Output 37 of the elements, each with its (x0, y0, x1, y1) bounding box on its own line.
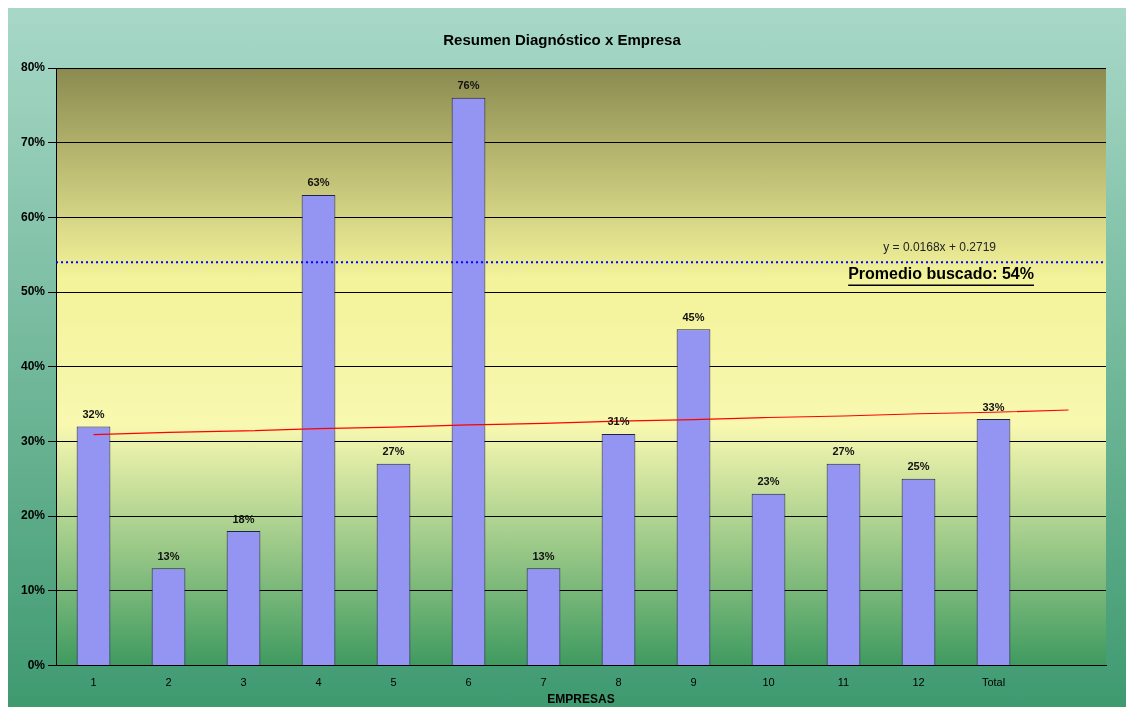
data-label: 13% (532, 549, 555, 562)
data-label: 63% (307, 176, 330, 189)
y-tick-label: 50% (20, 284, 46, 299)
x-tick-label: 4 (315, 676, 322, 689)
data-label: 13% (157, 549, 180, 562)
data-label: 33% (982, 400, 1005, 413)
x-tick-label: 11 (837, 676, 850, 689)
x-tick-label: 7 (540, 676, 547, 689)
y-tick-label: 40% (20, 359, 46, 374)
y-tick-label: 10% (20, 583, 46, 598)
x-tick-label: 8 (615, 676, 622, 689)
y-tick-label: 80% (20, 60, 46, 75)
data-label: 27% (832, 445, 855, 458)
x-tick-label: 10 (762, 676, 775, 689)
data-label: 27% (382, 445, 405, 458)
y-tick-label: 30% (20, 433, 46, 448)
data-label: 25% (907, 460, 930, 473)
data-label: 23% (757, 475, 780, 488)
chart-title: Resumen Diagnóstico x Empresa (443, 31, 682, 49)
x-tick-label: 5 (390, 676, 397, 689)
x-axis-title: EMPRESAS (547, 692, 615, 707)
y-tick-label: 0% (27, 657, 46, 672)
x-tick-label: 3 (240, 676, 247, 689)
x-tick-label: Total (981, 676, 1006, 689)
data-label: 32% (82, 407, 105, 420)
y-tick-label: 70% (20, 134, 46, 149)
x-tick-label: 9 (690, 676, 697, 689)
x-tick-label: 2 (165, 676, 172, 689)
x-tick-label: 6 (465, 676, 472, 689)
y-tick-label: 60% (20, 209, 46, 224)
x-tick-label: 12 (912, 676, 925, 689)
annotation: y = 0.0168x + 0.2719 (883, 240, 997, 255)
data-label: 76% (457, 79, 480, 92)
y-tick-label: 20% (20, 508, 46, 523)
ref-line-label: Promedio buscado: 54% (848, 264, 1034, 282)
x-tick-label: 1 (90, 676, 97, 689)
data-label: 45% (682, 310, 705, 323)
